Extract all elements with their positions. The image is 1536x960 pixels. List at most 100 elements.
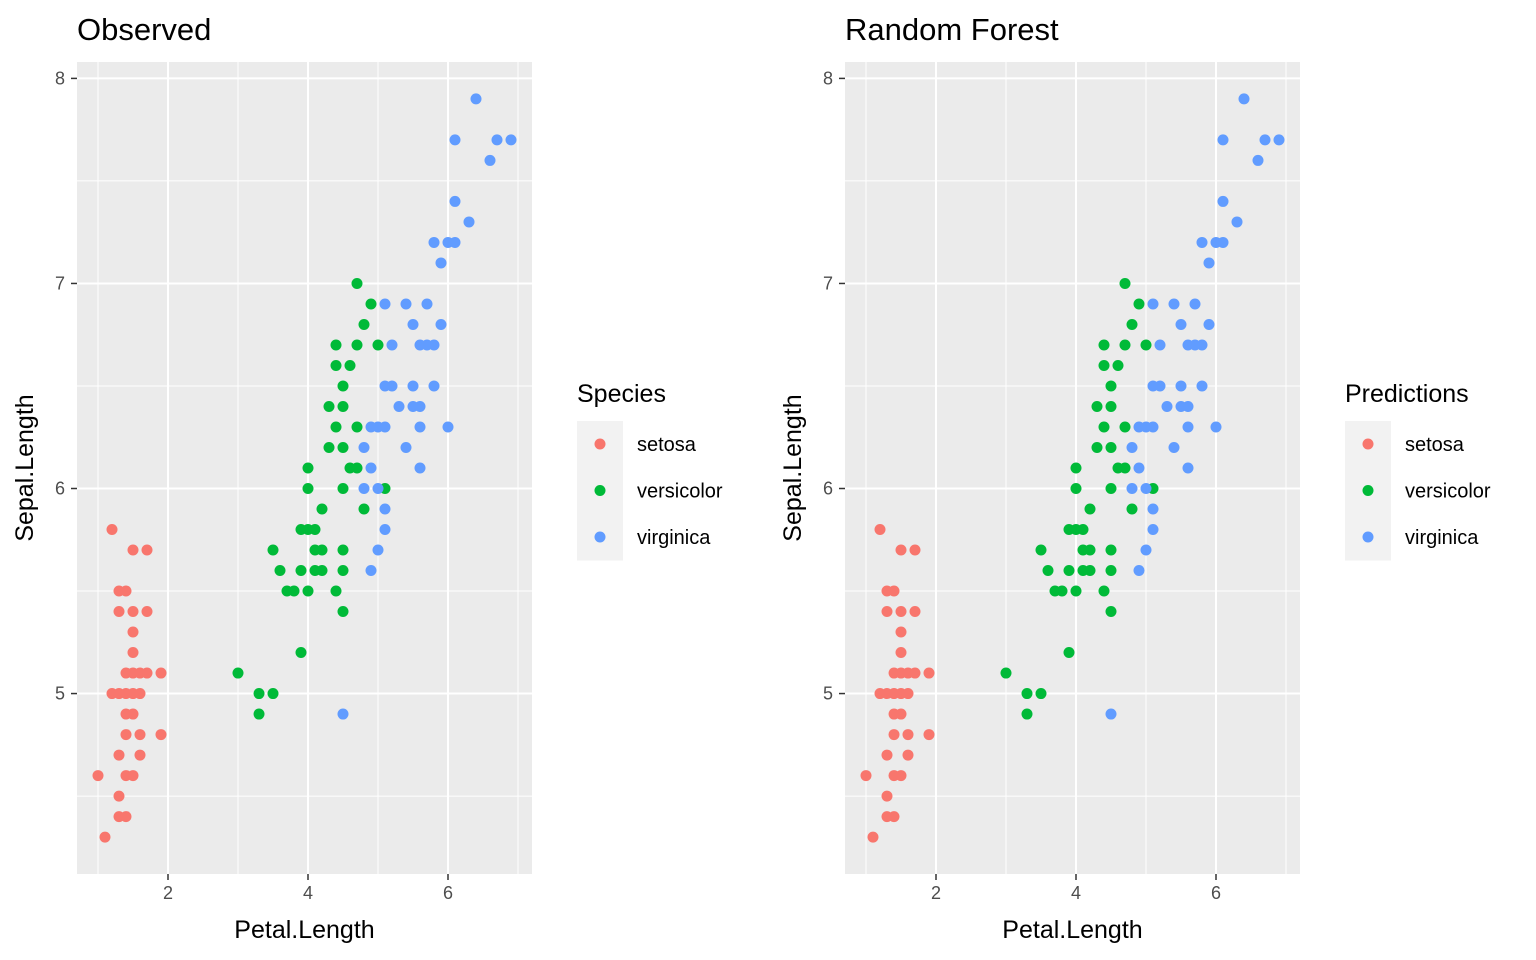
data-point-virginica <box>1189 298 1201 310</box>
data-point-versicolor <box>337 400 349 412</box>
data-point-virginica <box>435 257 447 269</box>
data-point-versicolor <box>1063 565 1075 577</box>
data-point-virginica <box>1196 339 1208 351</box>
data-point-virginica <box>449 195 461 207</box>
y-tick-label: 7 <box>55 273 65 293</box>
data-point-virginica <box>1210 421 1222 433</box>
data-point-setosa <box>895 544 907 556</box>
data-point-virginica <box>1175 380 1187 392</box>
legend-label: versicolor <box>1405 481 1491 503</box>
data-point-versicolor <box>1084 544 1096 556</box>
data-point-versicolor <box>337 483 349 495</box>
data-point-versicolor <box>295 565 307 577</box>
data-point-versicolor <box>1119 339 1131 351</box>
data-point-setosa <box>881 606 893 618</box>
x-tick-label: 2 <box>931 883 941 903</box>
data-point-virginica <box>1203 318 1215 330</box>
data-point-versicolor <box>1070 483 1082 495</box>
y-tick-label: 7 <box>823 273 833 293</box>
data-point-virginica <box>1168 298 1180 310</box>
data-point-virginica <box>1147 421 1159 433</box>
y-tick-label: 8 <box>823 68 833 88</box>
data-point-virginica <box>1203 257 1215 269</box>
legend-marker-versicolor <box>1362 485 1374 496</box>
data-point-virginica <box>1147 524 1159 536</box>
data-point-virginica <box>407 318 419 330</box>
data-point-versicolor <box>1021 688 1033 700</box>
data-point-setosa <box>120 585 132 597</box>
data-point-setosa <box>155 729 167 741</box>
y-tick-label: 5 <box>823 684 833 704</box>
data-point-versicolor <box>1105 400 1117 412</box>
chart-title: Observed <box>77 12 211 47</box>
data-point-versicolor <box>1077 524 1089 536</box>
data-point-virginica <box>337 708 349 720</box>
data-point-virginica <box>449 236 461 248</box>
data-point-setosa <box>895 770 907 782</box>
data-point-setosa <box>92 770 104 782</box>
data-point-virginica <box>393 400 405 412</box>
data-point-virginica <box>1259 134 1271 146</box>
x-axis-label: Petal.Length <box>1002 916 1142 944</box>
data-point-versicolor <box>1105 544 1117 556</box>
data-point-virginica <box>470 93 482 105</box>
data-point-virginica <box>407 380 419 392</box>
data-point-virginica <box>1217 195 1229 207</box>
data-point-virginica <box>1273 134 1285 146</box>
data-point-versicolor <box>1119 421 1131 433</box>
data-point-versicolor <box>1000 667 1012 679</box>
legend-marker-versicolor <box>594 485 606 496</box>
data-point-versicolor <box>1098 585 1110 597</box>
data-point-versicolor <box>232 667 244 679</box>
data-point-virginica <box>358 483 370 495</box>
data-point-virginica <box>414 462 426 474</box>
data-point-versicolor <box>302 462 314 474</box>
data-point-virginica <box>1147 503 1159 515</box>
data-point-virginica <box>1140 544 1152 556</box>
data-point-versicolor <box>1084 565 1096 577</box>
data-point-setosa <box>888 585 900 597</box>
data-point-virginica <box>484 154 496 166</box>
data-point-setosa <box>113 790 125 802</box>
data-point-versicolor <box>253 688 265 700</box>
data-point-virginica <box>400 441 412 453</box>
data-point-versicolor <box>337 606 349 618</box>
data-point-setosa <box>106 524 118 536</box>
data-point-virginica <box>379 503 391 515</box>
data-point-virginica <box>1196 380 1208 392</box>
data-point-virginica <box>1140 483 1152 495</box>
data-point-setosa <box>134 729 146 741</box>
data-point-virginica <box>435 318 447 330</box>
data-point-virginica <box>1133 565 1145 577</box>
data-point-virginica <box>1252 154 1264 166</box>
data-point-versicolor <box>358 503 370 515</box>
data-point-versicolor <box>351 339 363 351</box>
data-point-setosa <box>127 647 139 659</box>
data-point-versicolor <box>1105 606 1117 618</box>
data-point-setosa <box>127 626 139 638</box>
data-point-versicolor <box>1070 585 1082 597</box>
data-point-versicolor <box>1119 277 1131 289</box>
data-point-virginica <box>1105 708 1117 720</box>
data-point-versicolor <box>1119 462 1131 474</box>
data-point-versicolor <box>1098 421 1110 433</box>
data-point-versicolor <box>337 380 349 392</box>
legend-title: Species <box>577 380 666 408</box>
legend-label: virginica <box>1405 527 1479 549</box>
legend-title: Predictions <box>1345 380 1469 408</box>
data-point-setosa <box>881 790 893 802</box>
data-point-setosa <box>902 749 914 761</box>
data-point-versicolor <box>302 483 314 495</box>
data-point-versicolor <box>1042 565 1054 577</box>
data-point-virginica <box>463 216 475 228</box>
data-point-setosa <box>902 688 914 700</box>
data-point-virginica <box>428 380 440 392</box>
data-point-virginica <box>365 565 377 577</box>
data-point-versicolor <box>288 585 300 597</box>
data-point-virginica <box>421 298 433 310</box>
data-point-versicolor <box>323 400 335 412</box>
data-point-virginica <box>1182 462 1194 474</box>
data-point-virginica <box>505 134 517 146</box>
data-point-setosa <box>895 606 907 618</box>
random-forest-chart: 2 4 6 5 6 7 8 Random Forest Petal.Length Sepal.Le… <box>779 12 1491 944</box>
